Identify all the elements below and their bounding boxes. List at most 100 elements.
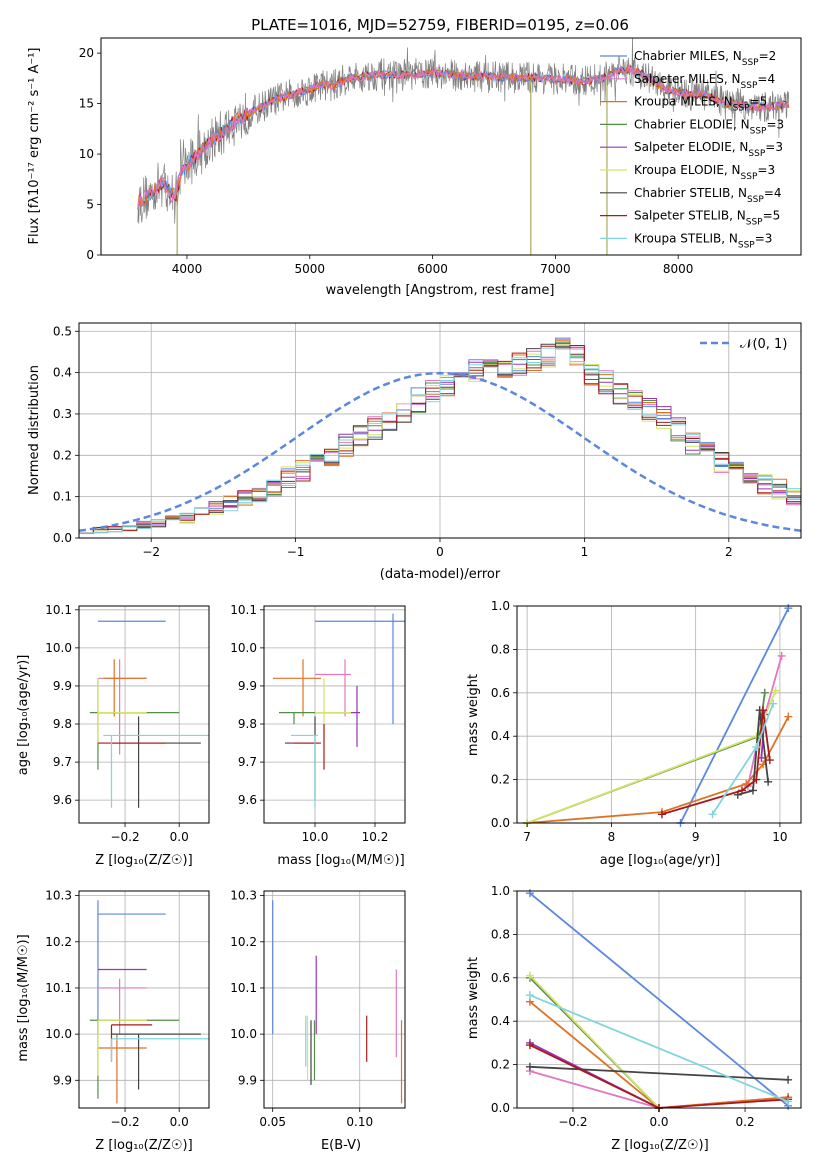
- residuals-xtick-label: −1: [287, 545, 305, 559]
- weight-age-frame: [516, 605, 802, 824]
- weight-age-xtick-label: 9: [692, 830, 700, 844]
- age-z-xtick-label: 0.0: [170, 830, 189, 844]
- mass-z-ytick-label: 9.9: [53, 1073, 72, 1087]
- age-z-ytick-label: 10.1: [45, 603, 72, 617]
- age-z-xlabel: Z [log₁₀(Z/Z☉)]: [95, 853, 192, 868]
- mass-z-xtick-label: −0.2: [110, 1115, 139, 1129]
- mass-ebv-ytick-label: 10.1: [230, 981, 257, 995]
- spectrum-ytick-label: 10: [79, 147, 94, 161]
- weight-age-ylabel: mass weight: [466, 674, 481, 756]
- legend-label: Kroupa STELIB, NSSP=3: [634, 231, 772, 250]
- weight-age-point-marker: [765, 756, 774, 765]
- residuals-xtick-label: 0: [436, 545, 444, 559]
- spectrum-ytick-label: 20: [79, 46, 94, 60]
- age-vs-mass-panel: 10.0 10.2 9.6 9.7 9.8 9.9 10.0 10.1 mass [log₁₀…: [230, 603, 406, 868]
- residual-histogram: [79, 343, 801, 534]
- mass-z-xlabel: Z [log₁₀(Z/Z☉)]: [95, 1138, 192, 1153]
- residuals-ylabel: Normed distribution: [27, 365, 42, 495]
- weight-age-ytick-label: 0.2: [491, 773, 510, 787]
- weight-age-point-marker: [769, 699, 778, 708]
- weight-age-xlabel: age [log₁₀(age/yr)]: [600, 853, 721, 868]
- mass-z-xtick-label: 0.0: [170, 1115, 189, 1129]
- spectrum-ytick-label: 0: [86, 248, 94, 262]
- residuals-ytick-label: 0.0: [53, 531, 72, 545]
- weight-age-series-line: [679, 607, 790, 824]
- weight-z-series-line: [529, 974, 660, 1109]
- weight-age-ytick-label: 0.0: [491, 816, 510, 830]
- mass-z-frame: [78, 890, 210, 1109]
- residuals-ytick-label: 0.5: [53, 324, 72, 338]
- residuals-xtick-label: 2: [725, 545, 733, 559]
- residuals-ytick-label: 0.3: [53, 407, 72, 421]
- residuals-ytick-label: 0.4: [53, 366, 72, 380]
- mass-z-ytick-label: 10.2: [45, 935, 72, 949]
- age-z-ytick-label: 10.0: [45, 641, 72, 655]
- weight-age-point-marker: [784, 604, 793, 613]
- weight-age-point-marker: [777, 651, 786, 660]
- spectrum-ytick-label: 5: [86, 198, 94, 212]
- legend-label: Chabrier STELIB, NSSP=4: [634, 186, 782, 205]
- weight-age-xtick-label: 8: [608, 830, 616, 844]
- weight-age-ytick-label: 0.4: [491, 729, 510, 743]
- age-vs-z-panel: −0.2 0.0 9.6 9.7 9.8 9.9 10.0 10.1 Z [log₁₀(Z/Z…: [16, 603, 210, 868]
- legend-label: Salpeter ELODIE, NSSP=3: [634, 140, 783, 159]
- weight-z-point-marker: [525, 1041, 534, 1050]
- weight-age-series-line: [526, 690, 777, 824]
- mass-ebv-xlabel: E(B-V): [321, 1138, 361, 1153]
- age-mass-ytick-label: 10.0: [230, 641, 257, 655]
- spectrum-xtick-label: 6000: [417, 262, 448, 276]
- weight-age-series-line: [527, 716, 790, 824]
- age-mass-xlabel: mass [log₁₀(M/M☉)]: [277, 853, 404, 868]
- mass-z-ytick-label: 10.0: [45, 1027, 72, 1041]
- weight-age-xtick-label: 10: [772, 830, 787, 844]
- spectrum-ylabel: Flux [fλ10⁻¹⁷ erg cm⁻² s⁻¹ A⁻¹]: [27, 48, 42, 245]
- weight-age-series-line: [526, 692, 766, 824]
- normal-legend-label: 𝒩(0, 1): [740, 337, 787, 352]
- mass-vs-z-panel: −0.2 0.0 9.9 10.0 10.1 10.2 10.3 Z [log₁₀(Z/Z☉…: [16, 889, 210, 1153]
- age-z-xtick-label: −0.2: [110, 830, 139, 844]
- age-mass-ytick-label: 9.7: [238, 755, 257, 769]
- residuals-panel: −2 −1 0 1 2 0.0 0.1 0.2 0.3 0.4 0.5 (data-model)/e…: [27, 322, 802, 582]
- weight-vs-z-panel: −0.2 0.0 0.2 0.0 0.2 0.4 0.6 0.8 1.0 Z [log₁₀(Z/…: [466, 884, 802, 1153]
- weight-z-series-line: [529, 1065, 789, 1081]
- spectrum-panel: PLATE=1016, MJD=52759, FIBERID=0195, z=0…: [27, 16, 802, 298]
- mass-z-ytick-label: 10.3: [45, 889, 72, 903]
- weight-z-point-marker: [784, 1097, 793, 1106]
- weight-age-ytick-label: 0.6: [491, 686, 510, 700]
- weight-z-point-marker: [784, 1075, 793, 1084]
- legend-label: Salpeter MILES, NSSP=4: [634, 72, 775, 91]
- age-mass-ytick-label: 10.1: [230, 603, 257, 617]
- age-z-ytick-label: 9.8: [53, 717, 72, 731]
- weight-z-ytick-label: 0.0: [491, 1101, 510, 1115]
- mass-ebv-ytick-label: 10.0: [230, 1027, 257, 1041]
- age-mass-ytick-label: 9.8: [238, 717, 257, 731]
- weight-z-ylabel: mass weight: [466, 957, 481, 1039]
- mass-z-ytick-label: 10.1: [45, 981, 72, 995]
- mass-ebv-xtick-label: 0.10: [346, 1115, 373, 1129]
- spectrum-xtick-label: 8000: [663, 262, 694, 276]
- residuals-ytick-label: 0.1: [53, 490, 72, 504]
- weight-age-point-marker: [752, 732, 761, 741]
- weight-age-point-marker: [784, 712, 793, 721]
- model-spectrum-line: [137, 63, 790, 210]
- spectrum-xtick-label: 5000: [294, 262, 325, 276]
- weight-age-point-marker: [759, 706, 768, 715]
- residuals-frame: [78, 322, 802, 539]
- weight-z-series-line: [529, 994, 789, 1103]
- weight-age-point-marker: [752, 743, 761, 752]
- residuals-ytick-label: 0.2: [53, 448, 72, 462]
- age-mass-frame: [263, 605, 406, 824]
- age-z-ytick-label: 9.9: [53, 679, 72, 693]
- spectrum-xtick-label: 7000: [540, 262, 571, 276]
- legend-label: Chabrier MILES, NSSP=2: [634, 49, 776, 68]
- normal-legend: 𝒩(0, 1): [700, 337, 787, 352]
- spectrum-legend: Chabrier MILES, NSSP=2 Salpeter MILES, NS…: [600, 49, 784, 250]
- weight-age-point-marker: [738, 786, 747, 795]
- weight-z-ytick-label: 0.4: [491, 1014, 510, 1028]
- age-z-ytick-label: 9.7: [53, 755, 72, 769]
- weight-z-xtick-label: 0.0: [649, 1115, 668, 1129]
- weight-age-ytick-label: 1.0: [491, 599, 510, 613]
- spectrum-title: PLATE=1016, MJD=52759, FIBERID=0195, z=0…: [251, 16, 629, 34]
- weight-z-frame: [516, 890, 802, 1109]
